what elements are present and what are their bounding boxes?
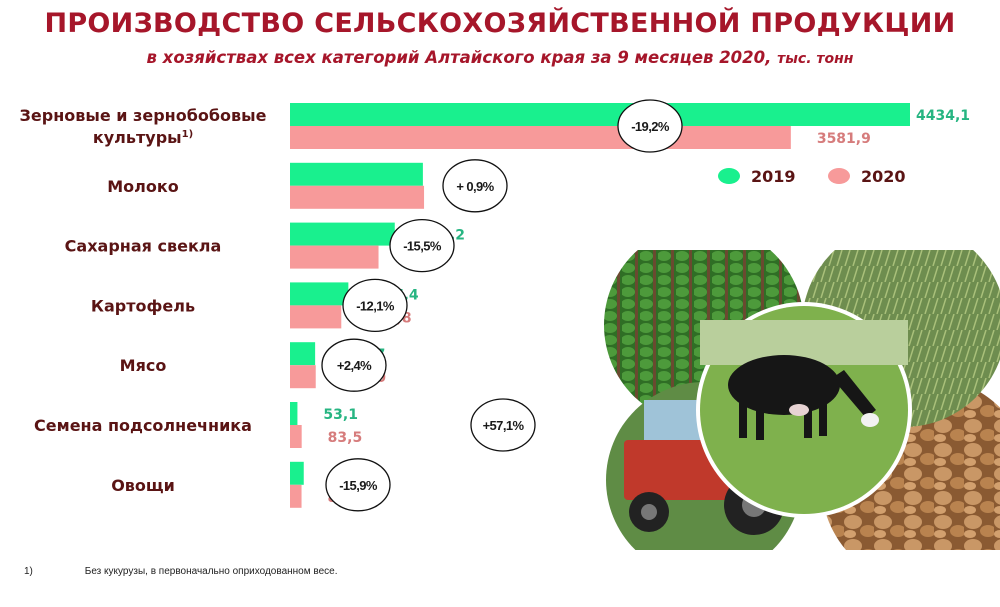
change-badge-0 — [617, 99, 683, 153]
change-badge-text-2: -15,5% — [403, 239, 442, 254]
bar-2019-5 — [290, 402, 298, 425]
chart-change-badges: -19,2% + 0,9% -15,5% -12,1% +2,4% +57,1% -15,9… — [321, 99, 683, 512]
bar-2020-4 — [290, 365, 316, 389]
value-label-2019-0: 4434,1 — [916, 108, 970, 124]
legend-label-2019: 2019 — [751, 167, 796, 186]
change-badge-2 — [389, 218, 455, 273]
bar-2019-0 — [290, 103, 910, 126]
change-badge-text-4: +2,4% — [337, 358, 372, 373]
page-title: ПРОИЗВОДСТВО СЕЛЬСКОХОЗЯЙСТВЕННОЙ ПРОДУК… — [44, 8, 956, 39]
category-label-5: Семена подсолнечника — [34, 416, 252, 435]
change-badge-text-0: -19,2% — [631, 119, 670, 134]
category-label-1: Молоко — [107, 177, 178, 196]
change-badge-1 — [442, 159, 508, 213]
value-label-2020-5: 83,5 — [328, 430, 363, 446]
bar-2020-2 — [290, 245, 379, 269]
legend-label-2020: 2020 — [861, 167, 906, 186]
chart-bars — [290, 103, 910, 508]
value-label-2020-0: 3581,9 — [817, 131, 871, 147]
bar-2019-1 — [290, 162, 423, 186]
change-badge-text-5: +57,1% — [483, 418, 525, 433]
category-label-0: культуры1) — [93, 128, 193, 147]
change-badge-6 — [325, 458, 391, 512]
cow-photo — [696, 302, 912, 518]
footnote-text: Без кукурузы, в первоначально оприходова… — [84, 566, 338, 577]
category-footnote-mark: 1) — [182, 129, 194, 140]
change-badge-4 — [321, 338, 387, 392]
bar-2020-3 — [290, 305, 342, 329]
bar-2020-0 — [290, 126, 791, 149]
category-label-0: Зерновые и зернобобовые — [20, 106, 267, 125]
change-badge-text-3: -12,1% — [356, 298, 395, 313]
subtitle-unit: тыс. тонн — [777, 51, 854, 67]
legend-swatch-2019 — [718, 168, 740, 184]
chart-category-labels: Зерновые и зернобобовые культуры1) Молоко С… — [20, 106, 267, 495]
bar-2020-1 — [290, 185, 425, 209]
bar-2020-5 — [290, 425, 302, 448]
change-badge-text-1: + 0,9% — [456, 179, 494, 194]
category-label-4: Мясо — [120, 356, 167, 375]
legend-swatch-2020 — [828, 168, 850, 184]
change-badge-5 — [470, 398, 536, 452]
category-label-2: Сахарная свекла — [65, 237, 222, 256]
change-badge-3 — [342, 278, 408, 333]
category-label-3: Картофель — [91, 296, 195, 315]
footnote-mark: 1) — [24, 566, 33, 577]
page-subtitle: в хозяйствах всех категорий Алтайского к… — [0, 48, 1000, 67]
bar-2019-4 — [290, 342, 316, 366]
category-label-6: Овощи — [111, 476, 175, 495]
bar-2019-6 — [290, 461, 304, 485]
chart-legend: 2019 2020 — [718, 167, 906, 186]
subtitle-text: в хозяйствах всех категорий Алтайского к… — [146, 48, 772, 67]
value-label-2019-5: 53,1 — [323, 407, 358, 423]
bar-2019-3 — [290, 282, 349, 306]
bar-2020-6 — [290, 484, 302, 508]
agriculture-photo-collage — [604, 250, 1000, 550]
footnote: 1) Без кукурузы, в первоначально оприход… — [24, 566, 338, 577]
bar-2019-2 — [290, 222, 395, 246]
change-badge-text-6: -15,9% — [339, 478, 378, 493]
